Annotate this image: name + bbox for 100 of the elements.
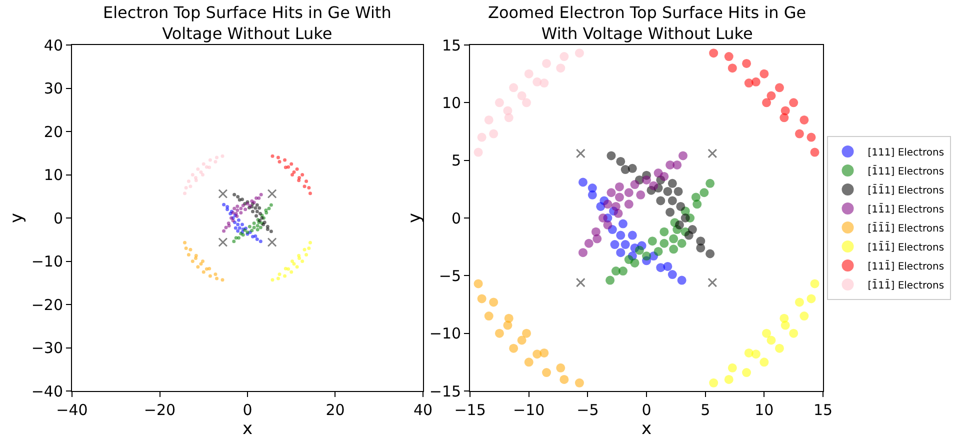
point [236, 222, 240, 226]
point [574, 378, 584, 388]
point [298, 176, 302, 180]
point [489, 129, 498, 138]
point [532, 77, 542, 86]
point [183, 192, 187, 196]
x-tick-label: 10 [754, 401, 774, 419]
point [269, 230, 273, 234]
point [188, 248, 192, 252]
point [810, 279, 820, 288]
point [254, 234, 258, 238]
point [269, 203, 273, 207]
point [283, 274, 287, 278]
point [668, 270, 677, 280]
point [239, 206, 243, 210]
y-tick-label: 0 [53, 209, 63, 228]
point [218, 189, 228, 199]
point [494, 328, 504, 338]
point [236, 229, 240, 233]
point [308, 192, 312, 196]
point [760, 69, 769, 78]
point [751, 350, 760, 359]
point [290, 162, 294, 166]
point [742, 58, 752, 68]
y-tick-label: −30 [31, 339, 63, 357]
point [295, 167, 299, 171]
point [708, 278, 718, 288]
point [489, 298, 498, 307]
chart-title: Zoomed Electron Top Surface Hits in Ge With Voltage Without Luke [488, 3, 806, 43]
point [241, 233, 245, 237]
x-tick-label: 5 [700, 401, 710, 419]
point [218, 237, 228, 247]
point [270, 278, 274, 282]
point [774, 344, 784, 353]
point [618, 219, 628, 228]
point [295, 265, 299, 269]
point [663, 262, 672, 271]
point [524, 69, 534, 78]
point [238, 198, 242, 202]
legend-label: [11̄1̄] Electrons [868, 240, 944, 254]
x-tick-label: −5 [576, 401, 599, 419]
point [232, 192, 236, 196]
point [556, 363, 566, 372]
point [620, 165, 630, 174]
point [780, 106, 790, 116]
point [270, 154, 274, 158]
point [194, 256, 198, 260]
point [199, 170, 203, 174]
point [672, 160, 682, 170]
point [484, 115, 494, 124]
point [232, 240, 236, 244]
point [474, 279, 483, 288]
point [292, 262, 296, 266]
point [298, 256, 302, 260]
point [669, 234, 678, 244]
point [677, 238, 686, 248]
point [684, 230, 694, 240]
point [628, 230, 637, 240]
point [610, 240, 620, 250]
point [574, 48, 584, 58]
point [578, 248, 588, 258]
x-tick-label: −40 [56, 401, 88, 419]
point [654, 246, 663, 256]
point [774, 83, 784, 92]
point [286, 267, 290, 271]
point [290, 173, 294, 176]
point [663, 186, 672, 196]
point [304, 179, 308, 183]
point [642, 252, 652, 261]
point [264, 208, 268, 212]
point [236, 236, 240, 240]
point [680, 214, 690, 222]
y-tick-label: −5 [438, 266, 462, 285]
point [806, 132, 816, 142]
point [642, 175, 652, 184]
point [616, 156, 626, 166]
y-tick-label: 5 [452, 152, 462, 170]
point [724, 52, 734, 62]
point [780, 320, 790, 330]
point [616, 230, 626, 240]
point [204, 267, 208, 271]
point [278, 272, 282, 276]
point [603, 220, 612, 230]
point [668, 178, 677, 188]
point [300, 173, 304, 176]
point [611, 202, 620, 211]
point [258, 206, 262, 210]
point [267, 189, 277, 199]
point [709, 378, 718, 388]
point [691, 192, 700, 202]
point [706, 249, 715, 258]
point [190, 173, 194, 176]
point [215, 156, 219, 160]
y-tick-label: 10 [44, 166, 63, 184]
point [286, 165, 290, 169]
point [267, 206, 271, 210]
point [256, 228, 260, 232]
point [592, 234, 602, 244]
point [800, 115, 809, 124]
point [669, 244, 678, 254]
